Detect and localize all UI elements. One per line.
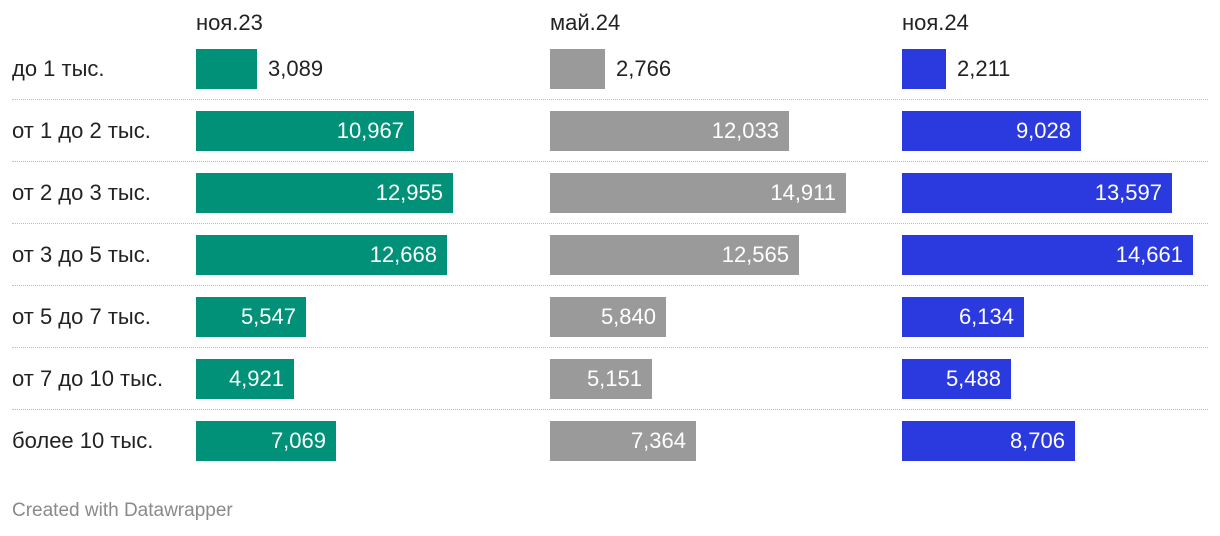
chart-row: до 1 тыс. 3,089 2,766 2,211 — [0, 38, 1220, 100]
value-label: 6,134 — [958, 304, 1014, 329]
bar — [550, 111, 789, 151]
bar — [196, 173, 453, 213]
bar — [196, 49, 257, 89]
credit-text: Created with Datawrapper — [12, 500, 233, 521]
row-separator — [12, 223, 1208, 224]
value-label: 12,033 — [711, 118, 779, 143]
category-label: от 5 до 7 тыс. — [12, 304, 151, 329]
row-separator — [12, 347, 1208, 348]
value-label: 12,955 — [375, 180, 443, 205]
category-label: от 3 до 5 тыс. — [12, 242, 151, 267]
category-label: от 1 до 2 тыс. — [12, 118, 151, 143]
column-header: ноя.24 — [902, 10, 969, 35]
value-label: 12,668 — [369, 242, 437, 267]
bar — [902, 49, 946, 89]
value-label: 8,706 — [1009, 428, 1065, 453]
value-label: 5,547 — [240, 304, 296, 329]
category-label: до 1 тыс. — [12, 56, 105, 81]
chart-row: от 7 до 10 тыс. 4,921 5,151 5,488 — [0, 348, 1220, 410]
bar — [196, 111, 414, 151]
column-header: ноя.23 — [196, 10, 263, 35]
value-label: 4,921 — [228, 366, 284, 391]
row-separator — [12, 99, 1208, 100]
value-label: 2,211 — [957, 56, 1011, 81]
bar — [550, 49, 605, 89]
bar — [550, 235, 799, 275]
value-label: 3,089 — [268, 56, 324, 81]
bar — [196, 421, 336, 461]
bar — [902, 235, 1193, 275]
value-label: 5,488 — [945, 366, 1001, 391]
chart-row: от 1 до 2 тыс. 10,967 12,033 9,028 — [0, 100, 1220, 162]
value-label: 10,967 — [336, 118, 404, 143]
value-label: 5,840 — [600, 304, 656, 329]
value-label: 2,766 — [616, 56, 672, 81]
value-label: 13,597 — [1094, 180, 1162, 205]
row-separator — [12, 285, 1208, 286]
value-label: 12,565 — [721, 242, 789, 267]
value-label: 14,911 — [770, 180, 836, 205]
value-label: 14,661 — [1115, 242, 1183, 267]
category-label: от 2 до 3 тыс. — [12, 180, 151, 205]
bar — [902, 111, 1081, 151]
row-separator — [12, 409, 1208, 410]
value-label: 7,069 — [270, 428, 326, 453]
column-header: май.24 — [550, 10, 621, 35]
chart-row: от 5 до 7 тыс. 5,547 5,840 6,134 — [0, 286, 1220, 348]
bar — [196, 359, 294, 399]
bar — [902, 359, 1011, 399]
category-label: более 10 тыс. — [12, 428, 154, 453]
bar — [550, 297, 666, 337]
chart-row: от 2 до 3 тыс. 12,955 14,911 13,597 — [0, 162, 1220, 224]
bar — [550, 359, 652, 399]
row-separator — [12, 161, 1208, 162]
value-label: 7,364 — [630, 428, 686, 453]
value-label: 5,151 — [586, 366, 642, 391]
category-label: от 7 до 10 тыс. — [12, 366, 164, 391]
chart-row: от 3 до 5 тыс. 12,668 12,565 14,661 — [0, 224, 1220, 286]
bar — [902, 173, 1172, 213]
bar — [196, 235, 447, 275]
bar — [550, 421, 696, 461]
bar — [550, 173, 846, 213]
bar — [902, 421, 1075, 461]
chart-row: более 10 тыс. 7,069 7,364 8,706 — [0, 410, 1220, 472]
bar — [902, 297, 1024, 337]
bar — [196, 297, 306, 337]
value-label: 9,028 — [1015, 118, 1071, 143]
